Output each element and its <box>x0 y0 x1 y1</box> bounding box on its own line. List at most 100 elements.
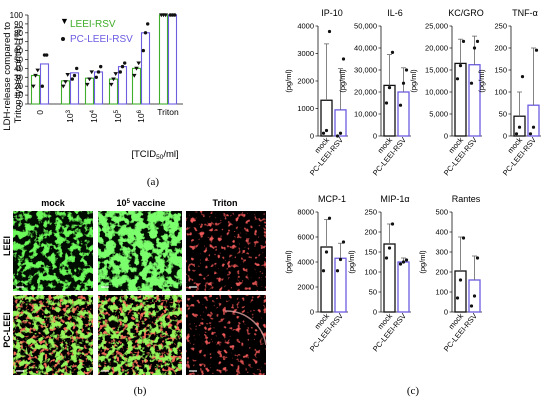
ldh-point-pc-leei <box>40 84 44 88</box>
data-point <box>387 86 392 90</box>
y-tick-label: 40,000 <box>354 44 377 53</box>
ldh-point-pc-leei <box>123 61 127 65</box>
ldh-release-chart: LDH-release compared to Triton-lysed con… <box>2 11 183 161</box>
data-point <box>324 128 329 133</box>
row-label-leei: LEEI <box>2 236 12 256</box>
ldh-point-pc-leei <box>75 66 79 71</box>
ldh-x-axis-label-sub: 50 <box>156 154 164 161</box>
data-point <box>387 246 392 250</box>
y-tick-label: 20,000 <box>354 88 377 97</box>
ldh-y-tick-label: 30 <box>14 73 23 82</box>
cytokine-chart-kcgro: KC/GRO 0 5,000 10,000 15,000 20,000 25,000 (pg/… <box>409 8 484 177</box>
ldh-bar-pc-leei <box>39 63 50 105</box>
ldh-point-leei <box>65 73 70 77</box>
image-leei-vaccine <box>98 211 182 291</box>
data-point <box>390 222 395 226</box>
bar-pc-leei-rsv <box>397 261 410 313</box>
cytokine-charts: IP-1001000200030004000(pg/ml)mockPC-LEEI… <box>284 8 541 353</box>
ldh-bars <box>30 13 178 105</box>
data-point <box>341 240 346 244</box>
ldh-x-tick-exp: 6 <box>137 109 143 113</box>
y-tick-label: 30,000 <box>354 66 377 75</box>
ldh-x-tick-label: Triton <box>157 107 179 117</box>
y-tick-label: 0 <box>503 132 507 141</box>
y-tick-label: 0 <box>310 308 314 317</box>
y-axis-label: (pg/ml) <box>284 250 293 274</box>
ldh-point-pc-leei <box>118 70 123 74</box>
y-axis-label: (pg/ml) <box>418 250 427 274</box>
data-point <box>475 39 480 44</box>
ldh-point-leei <box>87 77 92 82</box>
y-tick-label: 50 <box>499 110 507 119</box>
ldh-point-leei <box>163 13 168 18</box>
y-axis-label: (pg/ml) <box>477 69 486 93</box>
data-point <box>327 216 332 220</box>
legend-marker-leei: ▼ <box>60 16 69 26</box>
ldh-point-pc-leei <box>70 77 75 81</box>
y-tick-label: 0 <box>373 132 377 141</box>
y-axis-label: (pg/ml) <box>338 69 347 93</box>
cytokine-chart-rantes: Rantes0100200300400500(pg/ml)mockPC-LEEI… <box>418 194 482 353</box>
chart-title-tnfa: TNF-α <box>512 8 538 18</box>
y-tick-label: 250 <box>364 208 377 217</box>
ldh-y-tick-label: 80 <box>14 29 23 38</box>
data-point <box>384 101 389 105</box>
ldh-point-leei <box>33 73 38 78</box>
ldh-point-leei <box>31 84 36 89</box>
y-tick-label: 0 <box>373 308 377 317</box>
ldh-point-leei <box>61 84 66 89</box>
panel-label-b: (b) <box>134 385 147 397</box>
y-tick-label: 10,000 <box>425 88 448 97</box>
ldh-x-axis-label: [TCID50/ml] <box>131 149 178 161</box>
chart-title-ip10: IP-10 <box>321 8 343 18</box>
data-point <box>514 132 519 136</box>
chart-title-mcp1: MCP-1 <box>318 194 346 204</box>
data-point <box>472 294 477 298</box>
ldh-y-tick-label: 90 <box>14 20 23 29</box>
y-tick-label: 3000 <box>297 49 314 58</box>
bar-mock <box>454 62 467 137</box>
ldh-point-leei <box>111 77 116 82</box>
col-label-triton: Triton <box>213 198 238 208</box>
data-point <box>461 236 466 240</box>
ldh-y-axis-label-line2: Triton-lysed control [%] <box>13 27 24 124</box>
y-tick-label: 4000 <box>297 258 314 267</box>
cytokine-chart-tnfa: TNF-α050100150200250(pg/ml)mockPC-LEEI-R… <box>477 8 541 177</box>
ldh-point-pc-leei <box>173 13 177 17</box>
data-point <box>398 262 403 266</box>
y-tick-label: 4000 <box>297 22 314 31</box>
y-tick-label: 15,000 <box>425 66 448 75</box>
ldh-point-leei <box>89 70 94 75</box>
bar-mock <box>320 246 333 313</box>
ldh-point-pc-leei <box>96 70 101 74</box>
ldh-x-tick-exp: 3 <box>66 109 72 113</box>
y-tick-label: 6000 <box>297 233 314 242</box>
y-tick-label: 0 <box>310 132 314 141</box>
y-tick-label: 150 <box>494 66 507 75</box>
y-tick-label: 5,000 <box>429 110 448 119</box>
data-point <box>475 256 480 260</box>
legend-marker-pc-leei <box>61 37 65 41</box>
bar-pc-leei-rsv <box>527 104 540 137</box>
ldh-point-leei <box>132 73 137 78</box>
data-point <box>401 81 406 85</box>
panel-label-c: (c) <box>407 385 420 397</box>
ldh-point-pc-leei <box>120 64 125 69</box>
data-point <box>469 81 474 85</box>
data-point <box>520 75 525 79</box>
data-point <box>531 125 536 129</box>
data-point <box>327 29 332 34</box>
data-point <box>517 125 522 129</box>
data-point <box>341 57 346 61</box>
ldh-bar-leei <box>158 14 169 105</box>
ldh-x-tick-label: 0 <box>35 110 45 115</box>
y-axis-label: (pg/ml) <box>284 69 293 93</box>
ldh-y-tick-label: 70 <box>14 38 23 47</box>
ldh-x-tick-base: 10 <box>113 113 123 123</box>
ldh-point-pc-leei <box>45 53 49 57</box>
ldh-y-tick-label: 0 <box>19 100 24 109</box>
image-leei-mock <box>13 211 93 291</box>
ldh-x-tick-exp: 4 <box>90 109 96 113</box>
y-tick-label: 0 <box>444 132 448 141</box>
ldh-y-tick-label: 20 <box>14 82 23 91</box>
